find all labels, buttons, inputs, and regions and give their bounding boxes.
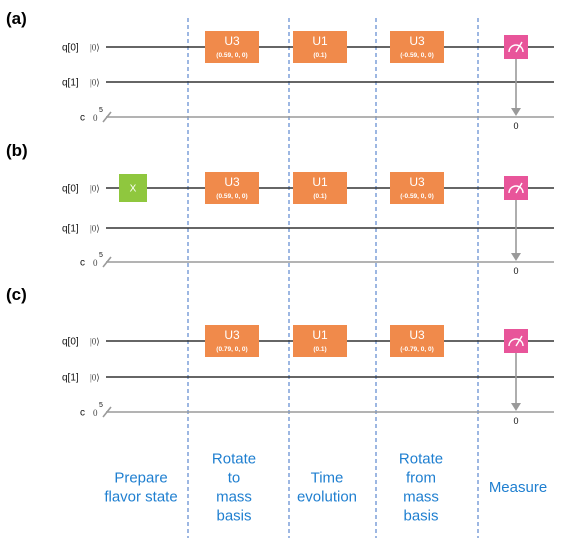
stage-caption-line: basis: [403, 508, 438, 525]
measure-box: [504, 35, 528, 59]
stage-caption-line: Rotate: [212, 451, 256, 468]
stage-caption-line: flavor state: [104, 489, 177, 506]
gate-name-label: U3: [409, 175, 425, 189]
classical-init-value: 0: [93, 408, 98, 418]
classical-width-label: 5: [99, 402, 103, 409]
gate-param-label: (0.1): [313, 193, 326, 200]
register-label-c: c: [80, 258, 85, 269]
gate-param-label: (-0.59, 0, 0): [400, 52, 434, 59]
meter-needle-icon: [515, 182, 523, 194]
stage-caption-line: from: [406, 470, 436, 487]
gate-name-label: U3: [224, 328, 240, 342]
stage-caption-2: Rotate to mass basis: [212, 451, 256, 525]
u-gate-2: [293, 31, 347, 63]
stage-caption-3: Time evolution: [297, 470, 357, 506]
register-label-q0: q[0]: [62, 337, 79, 348]
register-label-q0: q[0]: [62, 43, 79, 54]
gate-param-label: (-0.79, 0, 0): [400, 346, 434, 353]
initial-state-ket: |0⟩: [90, 43, 100, 53]
gate-name-label: U3: [224, 34, 240, 48]
stage-caption-4: Rotate from mass basis: [399, 451, 443, 525]
stage-caption-line: mass: [403, 489, 439, 506]
initial-state-ket: |0⟩: [90, 337, 100, 347]
stage-caption-line: basis: [216, 508, 251, 525]
stage-caption-line: Prepare: [114, 470, 167, 487]
u-gate-3: [390, 31, 444, 63]
stage-caption-line: evolution: [297, 489, 357, 506]
stage-caption-1: Prepare flavor state: [104, 470, 177, 506]
classical-width-label: 5: [99, 107, 103, 114]
measure-output-bit: 0: [513, 416, 518, 426]
gate-name-label: U1: [312, 328, 328, 342]
measure-gate: [504, 329, 528, 411]
gate-name-label: U3: [409, 34, 425, 48]
classical-bus-slash: [102, 256, 112, 268]
meter-needle-icon: [515, 41, 523, 53]
measure-output-bit: 0: [513, 121, 518, 131]
initial-state-ket: |0⟩: [90, 184, 100, 194]
classical-init-value: 0: [93, 113, 98, 123]
initial-state-ket: |0⟩: [90, 224, 100, 234]
initial-state-ket: |0⟩: [90, 78, 100, 88]
classical-init-value: 0: [93, 258, 98, 268]
classical-width-label: 5: [99, 252, 103, 259]
stage-caption-line: Rotate: [399, 451, 443, 468]
gate-name-label: U1: [312, 34, 328, 48]
stage-caption-5: Measure: [489, 479, 547, 496]
gate-name-label: U1: [312, 175, 328, 189]
initial-state-ket: |0⟩: [90, 373, 100, 383]
measure-gate: [504, 176, 528, 261]
register-label-c: c: [80, 113, 85, 124]
gate-name-label: U3: [224, 175, 240, 189]
register-label-q0: q[0]: [62, 184, 79, 195]
stage-caption-line: Measure: [489, 479, 547, 496]
x-gate-label: X: [130, 184, 137, 195]
measure-arrow-icon: [511, 108, 521, 116]
panel-label: (b): [6, 141, 28, 160]
gate-param-label: (-0.59, 0, 0): [400, 193, 434, 200]
circuit-panel-b: (b)q[0] |0⟩q[1] |0⟩c 05X U3(0.59, 0, 0)U1(0.…: [6, 141, 554, 276]
stage-caption-line: to: [228, 470, 241, 487]
measure-box: [504, 176, 528, 200]
meter-icon: [508, 338, 524, 347]
meter-icon: [508, 44, 524, 53]
stage-caption-line: mass: [216, 489, 252, 506]
measure-arrow-icon: [511, 403, 521, 411]
gate-param-label: (0.79, 0, 0): [216, 346, 247, 353]
gate-param-label: (0.1): [313, 346, 326, 353]
gate-param-label: (0.1): [313, 52, 326, 59]
register-label-q1: q[1]: [62, 224, 79, 235]
gate-param-label: (0.59, 0, 0): [216, 52, 247, 59]
measure-gate: [504, 35, 528, 116]
x-gate: [119, 174, 147, 202]
classical-bus-slash: [102, 406, 112, 418]
register-label-q1: q[1]: [62, 78, 79, 89]
u-gate-3: [390, 172, 444, 204]
meter-icon: [508, 185, 524, 194]
u-gate-1: [205, 325, 259, 357]
panel-label: (a): [6, 9, 27, 28]
u-gate-2: [293, 172, 347, 204]
measure-arrow-icon: [511, 253, 521, 261]
panel-label: (c): [6, 285, 27, 304]
measure-box: [504, 329, 528, 353]
gate-param-label: (0.59, 0, 0): [216, 193, 247, 200]
classical-bus-slash: [102, 111, 112, 123]
u-gate-3: [390, 325, 444, 357]
u-gate-1: [205, 172, 259, 204]
u-gate-2: [293, 325, 347, 357]
stage-caption-line: Time: [311, 470, 344, 487]
u-gate-1: [205, 31, 259, 63]
gate-name-label: U3: [409, 328, 425, 342]
meter-needle-icon: [515, 335, 523, 347]
register-label-q1: q[1]: [62, 373, 79, 384]
measure-output-bit: 0: [513, 266, 518, 276]
register-label-c: c: [80, 408, 85, 419]
